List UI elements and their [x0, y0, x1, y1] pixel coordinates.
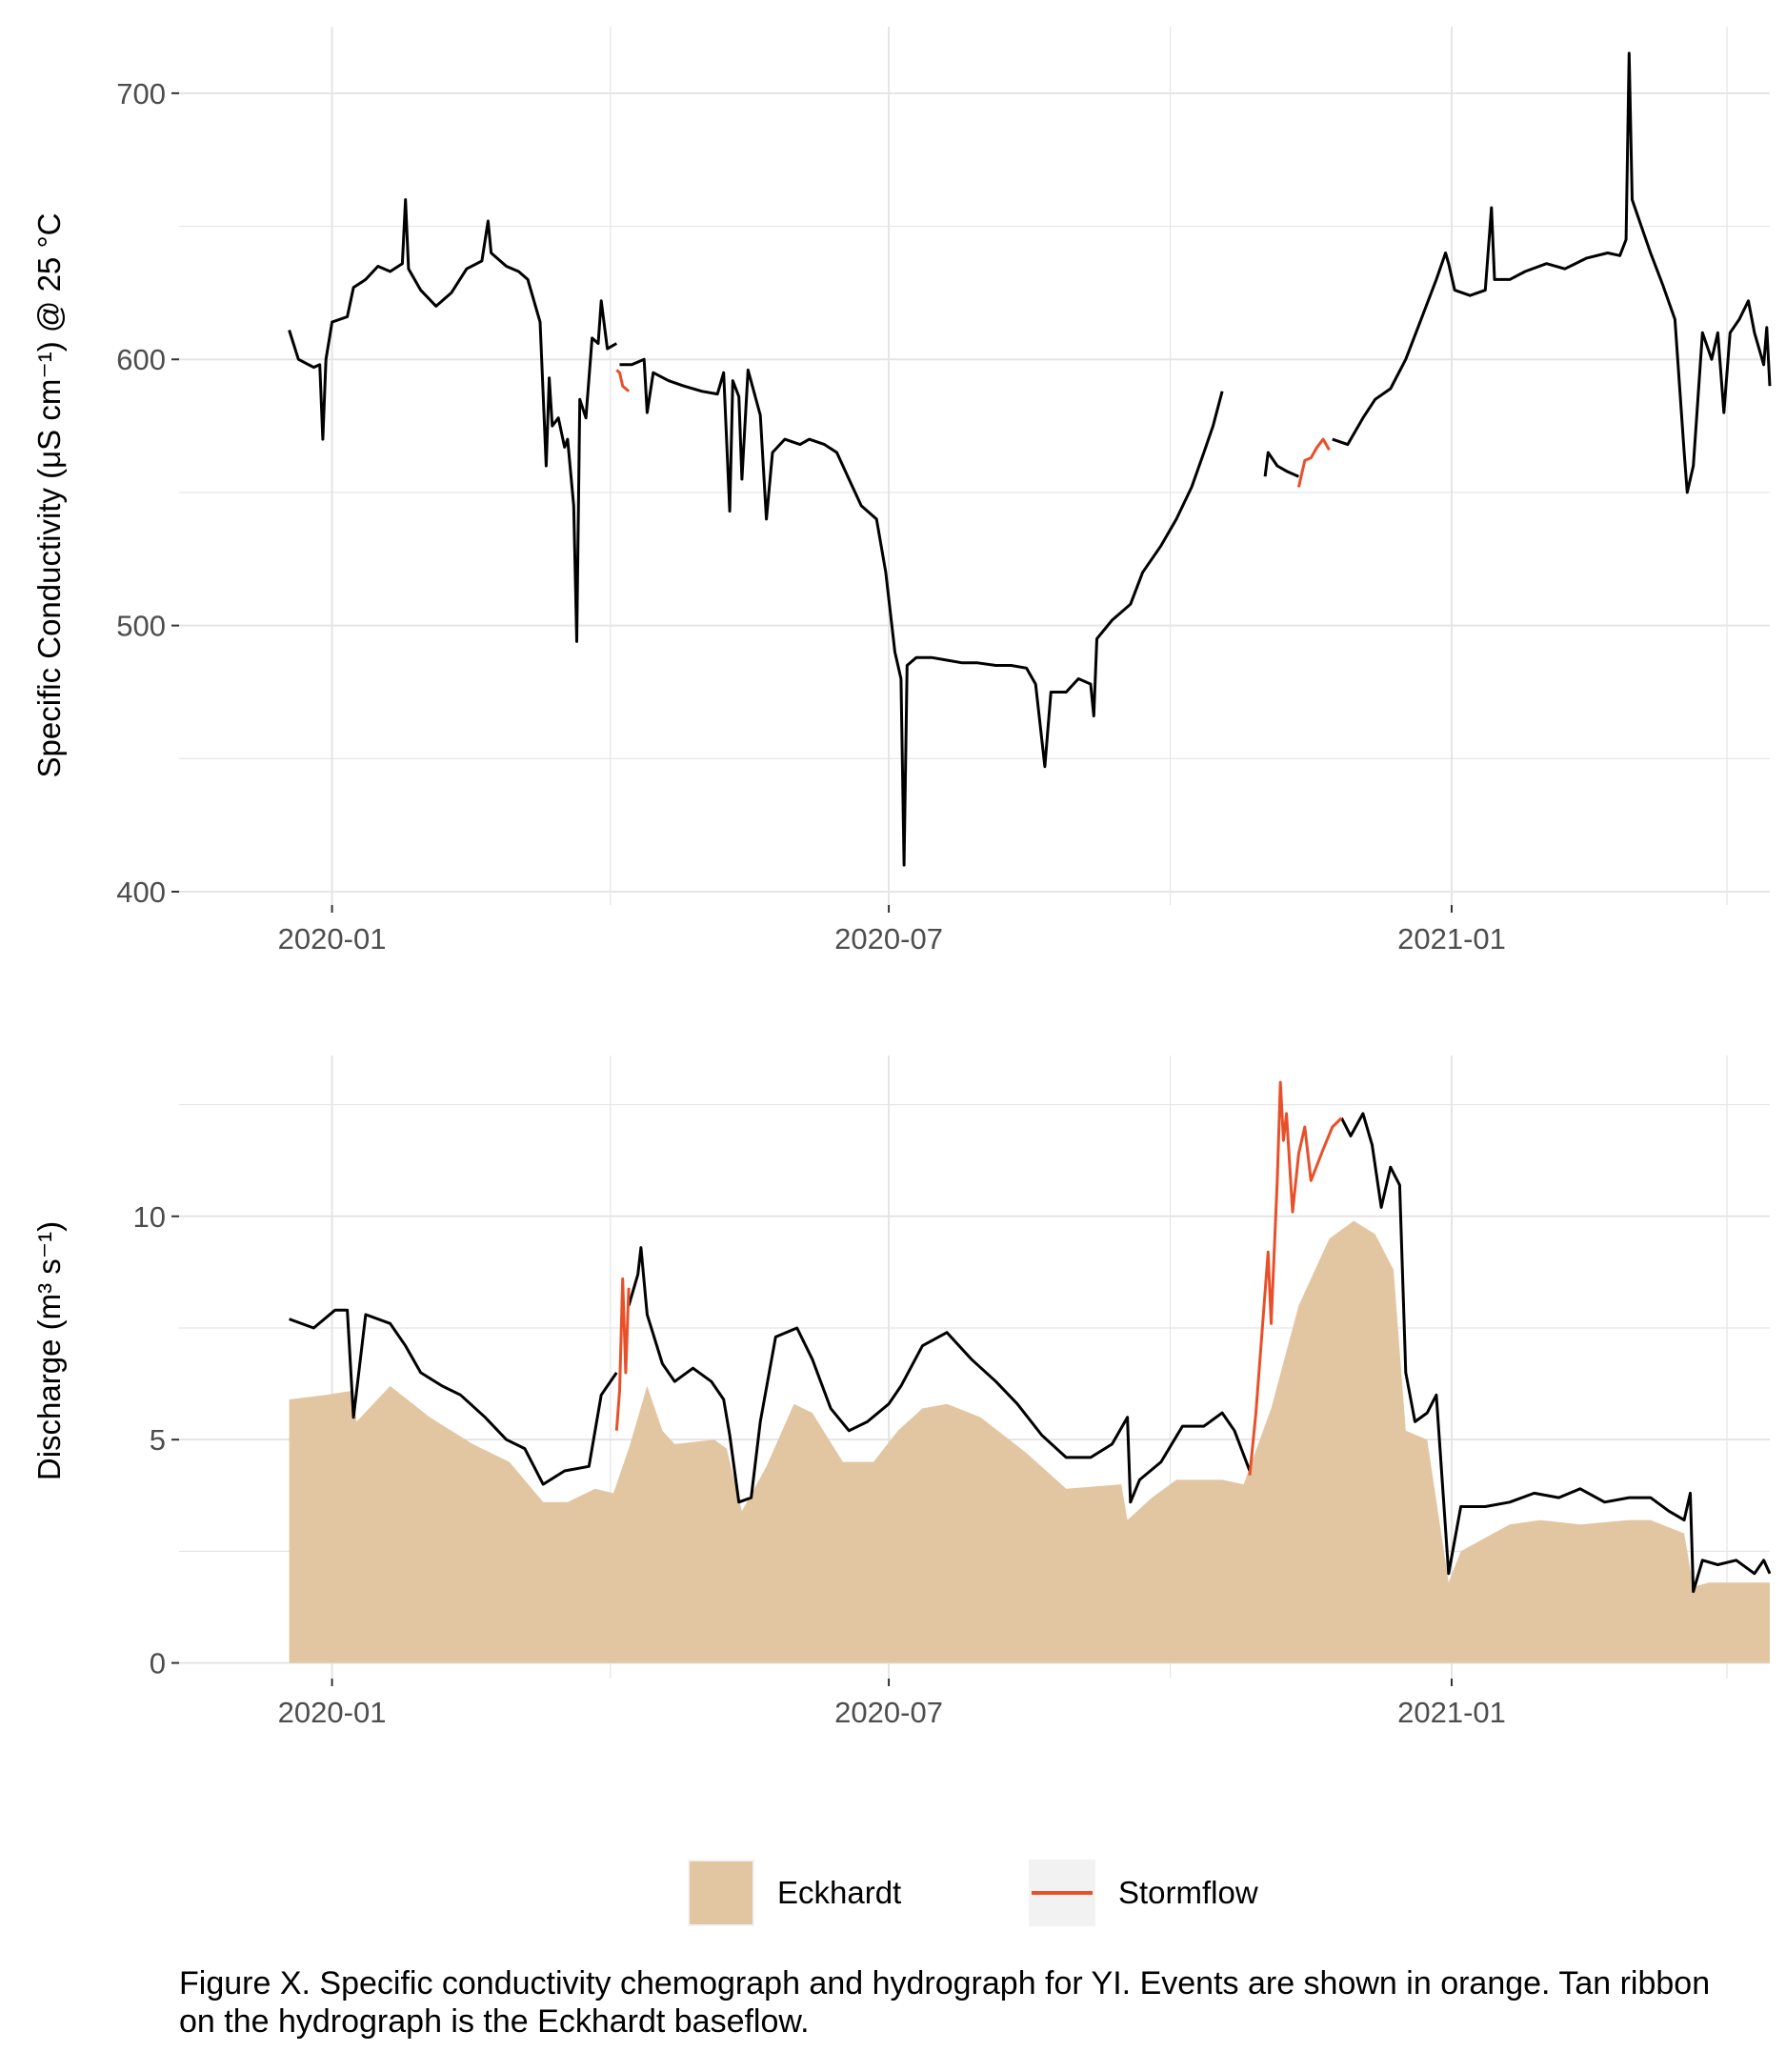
discharge-x-tick-label: 2020-01	[278, 1696, 387, 1729]
legend: Eckhardt Stormflow	[688, 1860, 1258, 1926]
legend-label-eckhardt: Eckhardt	[777, 1875, 901, 1910]
conductivity-x-tick-label: 2020-01	[278, 922, 387, 956]
stormflow-line	[615, 369, 631, 392]
legend-label-stormflow: Stormflow	[1118, 1875, 1258, 1910]
conductivity-line	[1263, 451, 1300, 478]
eckhardt-baseflow-area	[289, 1220, 1771, 1663]
discharge-y-tick-label: 10	[133, 1200, 166, 1234]
conductivity-y-tick-label: 600	[116, 343, 166, 376]
stormflow-line	[1296, 437, 1331, 488]
conductivity-line	[1332, 51, 1772, 494]
discharge-y-axis-label: Discharge (m³ s⁻¹)	[31, 1221, 67, 1480]
conductivity-plot-area	[288, 51, 1772, 867]
discharge-plot-area	[289, 1080, 1772, 1663]
figure-caption: Figure X. Specific conductivity chemogra…	[179, 1965, 1711, 2040]
discharge-line	[289, 1308, 618, 1486]
conductivity-grid	[179, 27, 1770, 905]
discharge-x-tick-label: 2020-07	[834, 1696, 943, 1729]
conductivity-y-tick-label: 400	[116, 875, 166, 909]
conductivity-line	[288, 198, 618, 643]
stormflow-line	[614, 1277, 631, 1431]
discharge-x-tick-label: 2021-01	[1397, 1696, 1506, 1729]
conductivity-y-tick-label: 700	[116, 77, 166, 111]
conductivity-panel: 400 500 600 700 2020-01 2020-07 2021-01 Specif…	[31, 27, 1772, 956]
discharge-line	[1340, 1112, 1772, 1594]
conductivity-axes: 400 500 600 700 2020-01 2020-07 2021-01	[116, 77, 1506, 956]
legend-swatch-eckhardt	[690, 1861, 753, 1924]
discharge-y-tick-label: 5	[150, 1423, 166, 1457]
stormflow-line	[1248, 1080, 1343, 1476]
conductivity-line	[619, 357, 1224, 867]
conductivity-y-axis-label: Specific Conductivity (μS cm⁻¹) @ 25 °C	[31, 213, 67, 778]
conductivity-x-tick-label: 2020-07	[834, 922, 943, 956]
discharge-panel: 0 5 10 2020-01 2020-07 2021-01 Discharge (m³ …	[31, 1056, 1772, 1729]
discharge-line	[627, 1246, 1252, 1504]
conductivity-x-tick-label: 2021-01	[1397, 922, 1506, 956]
discharge-y-tick-label: 0	[150, 1647, 166, 1680]
discharge-axes: 0 5 10 2020-01 2020-07 2021-01	[133, 1200, 1506, 1729]
conductivity-y-tick-label: 500	[116, 610, 166, 643]
